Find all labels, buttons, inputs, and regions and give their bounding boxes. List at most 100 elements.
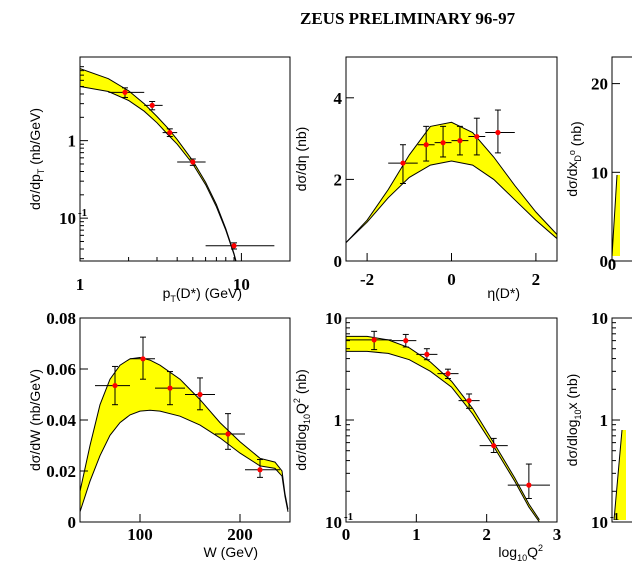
x-tick-label: 0: [608, 255, 617, 274]
y-axis-label: dσ/dpT (nb/GeV): [27, 108, 46, 210]
band-edge: [613, 429, 623, 521]
y-tick-label: 10: [59, 209, 76, 228]
x-tick-label: 2: [532, 270, 541, 289]
y-label-part: (nb): [293, 369, 309, 398]
plot-area: [612, 174, 620, 257]
y-tick-label: 0.06: [46, 360, 76, 379]
x-tick-label: 100: [127, 525, 153, 544]
y-label-part: o: [567, 150, 577, 155]
y-tick-label: 10: [591, 513, 608, 532]
x-tick-label: 3: [553, 525, 562, 544]
data-marker: [112, 382, 118, 389]
band-lower-edge: [346, 350, 540, 522]
data-point: [144, 100, 163, 111]
data-marker: [140, 356, 146, 362]
data-marker: [231, 243, 237, 249]
data-point: [155, 371, 185, 406]
data-point: [458, 393, 480, 409]
data-point: [108, 87, 145, 99]
y-tick-label: 0: [68, 513, 77, 532]
theory-band: [614, 430, 626, 520]
band-upper-edge: [346, 121, 557, 243]
data-marker: [197, 391, 203, 398]
plot-area: [346, 109, 557, 243]
panel-xd: 0 10 20 0 dσ/dxDo (nb): [564, 56, 632, 274]
y-label-part: (nb): [564, 374, 580, 403]
x-axis-label: log10Q2: [498, 543, 543, 563]
y-tick-label: 0.08: [46, 309, 76, 328]
data-point: [215, 413, 245, 450]
plot-area: [80, 336, 289, 512]
data-point: [177, 158, 206, 166]
data-point: [416, 348, 438, 361]
data-marker: [371, 337, 377, 343]
y-tick-label: 10: [591, 163, 608, 182]
data-marker: [457, 138, 463, 144]
y-tick-exponent: -1: [610, 511, 619, 523]
y-tick-label: 0.04: [46, 411, 76, 430]
y-tick-label: 20: [591, 75, 608, 94]
x-label-part: W (GeV): [204, 544, 258, 560]
y-axis-label: dσ/dlog10Q2 (nb): [292, 369, 312, 471]
x-tick-label: -2: [360, 270, 374, 289]
data-point: [437, 368, 459, 380]
data-marker: [225, 431, 231, 437]
panel-w: 0 0.02 0.04 0.06 0.08 100 200 dσ/dW (nb/GeV) W (…: [27, 309, 291, 560]
y-tick-label: 10: [325, 309, 342, 328]
x-tick-label: 1: [412, 525, 421, 544]
y-label-part: dσ/dlog: [293, 424, 309, 471]
data-marker: [445, 371, 451, 377]
x-tick-label: 1: [76, 275, 85, 294]
data-marker: [400, 160, 406, 166]
data-marker: [257, 467, 263, 473]
data-point: [391, 333, 417, 348]
y-tick-label: 0: [334, 252, 343, 271]
x-label-part: 2: [538, 543, 543, 553]
band-upper-edge: [346, 335, 540, 521]
theory-band: [612, 175, 620, 256]
x-label-part: 10: [517, 553, 527, 563]
plot-area: [613, 429, 626, 521]
x-tick-label: 0: [447, 270, 456, 289]
plot-frame: [611, 56, 632, 262]
y-label-part: (nb): [568, 121, 584, 150]
x-axis-label: W (GeV): [204, 544, 258, 560]
y-tick-label: 4: [334, 89, 343, 108]
data-marker: [466, 397, 472, 404]
band-upper-edge: [80, 68, 237, 261]
y-label-part: dσ/dp: [27, 174, 43, 210]
x-label-part: p: [163, 285, 171, 301]
y-axis-label: dσ/dxDo (nb): [564, 121, 584, 196]
y-label-part: T: [36, 168, 46, 174]
y-label-part: D: [573, 155, 583, 162]
theory-band: [80, 68, 237, 261]
theory-band: [80, 357, 288, 512]
x-label-part: log: [498, 544, 517, 560]
data-marker: [122, 89, 128, 95]
data-point: [485, 109, 515, 154]
data-marker: [526, 482, 532, 488]
y-tick-label: 1: [68, 132, 77, 151]
data-marker: [440, 140, 446, 146]
y-label-part: Q: [293, 403, 309, 414]
x-label-part: (D*) (GeV): [176, 285, 242, 301]
data-point: [434, 125, 452, 158]
x-tick-label: 10: [233, 275, 250, 294]
data-marker: [424, 351, 430, 357]
x-label-part: η(D*): [487, 285, 520, 301]
y-label-part: 2: [292, 398, 302, 403]
y-tick-label: 1: [600, 411, 609, 430]
data-marker: [167, 129, 173, 136]
data-point: [507, 463, 550, 499]
plot-frame: [79, 56, 291, 262]
plot-area: [80, 68, 275, 261]
data-marker: [167, 385, 173, 391]
data-marker: [474, 133, 480, 140]
data-marker: [491, 443, 497, 449]
y-axis-label: dσ/dη (nb): [293, 127, 309, 192]
data-point: [162, 128, 178, 138]
data-point: [205, 242, 275, 250]
y-label-part: (nb/GeV): [27, 108, 43, 169]
